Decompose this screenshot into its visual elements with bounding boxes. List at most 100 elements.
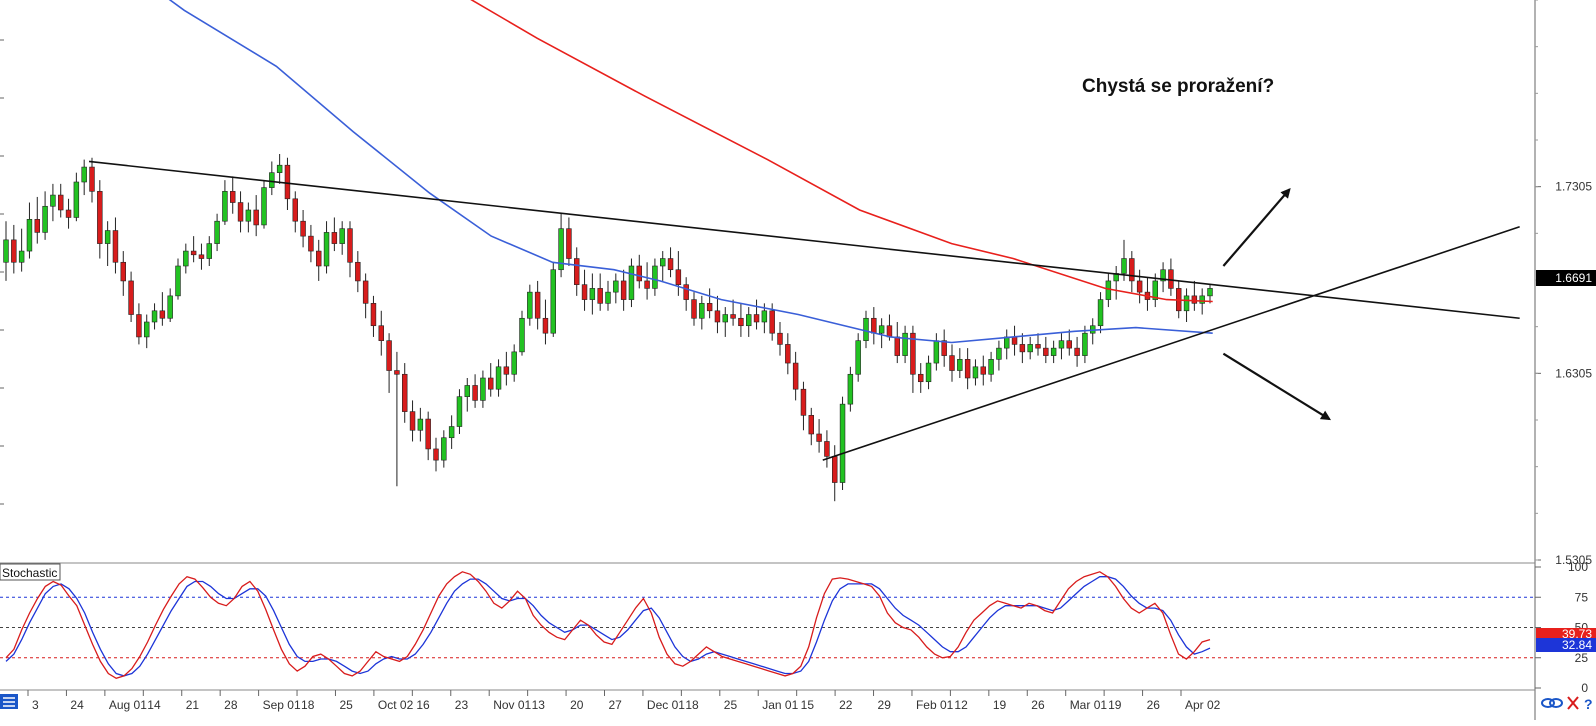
candle bbox=[97, 180, 103, 259]
candle-body-up bbox=[847, 373, 854, 405]
candle-body-down bbox=[644, 280, 650, 289]
x-tick-label: 19 bbox=[993, 698, 1007, 712]
candle-body-down bbox=[753, 314, 760, 323]
candle bbox=[355, 251, 361, 293]
candle-body-down bbox=[1043, 347, 1049, 356]
candle-body-up bbox=[746, 314, 752, 327]
candle-body-up bbox=[42, 205, 48, 233]
candle-body-up bbox=[464, 385, 470, 397]
stochastic-tick-label: 100 bbox=[1568, 560, 1588, 574]
candle-body-up bbox=[1199, 295, 1205, 304]
candle bbox=[276, 154, 283, 184]
candle bbox=[144, 314, 150, 349]
candle bbox=[370, 295, 377, 337]
candle-body-down bbox=[597, 288, 603, 304]
candle bbox=[1113, 266, 1119, 300]
candle bbox=[425, 411, 431, 461]
candle bbox=[605, 280, 611, 311]
candle bbox=[104, 221, 111, 266]
candle bbox=[159, 292, 166, 326]
candle bbox=[362, 273, 369, 319]
candle-body-down bbox=[159, 310, 166, 319]
candle-body-down bbox=[675, 269, 682, 285]
candle bbox=[417, 407, 424, 442]
candle bbox=[824, 430, 830, 468]
candle bbox=[558, 213, 564, 278]
candle bbox=[222, 180, 228, 225]
candle-body-up bbox=[628, 265, 635, 300]
candle bbox=[1050, 340, 1057, 364]
candle-body-up bbox=[878, 325, 885, 334]
candle-body-up bbox=[456, 396, 463, 427]
list-icon[interactable] bbox=[0, 694, 18, 709]
candle bbox=[964, 348, 971, 390]
candle-body-up bbox=[1004, 336, 1010, 349]
candle bbox=[753, 299, 760, 330]
candle-body-down bbox=[230, 191, 236, 203]
candle bbox=[128, 271, 134, 322]
candle-body-down bbox=[1035, 344, 1041, 349]
candle-body-down bbox=[800, 388, 807, 416]
moving-average-blue bbox=[168, 0, 1213, 344]
candle-body-up bbox=[167, 295, 173, 319]
candle bbox=[378, 310, 384, 356]
candle-body-down bbox=[808, 415, 814, 435]
candle-body-up bbox=[1207, 288, 1213, 297]
x-tick-label: 22 bbox=[839, 698, 853, 712]
support-trendline bbox=[822, 226, 1520, 461]
link-icon[interactable] bbox=[1541, 698, 1563, 708]
candle bbox=[261, 180, 267, 229]
candle bbox=[918, 363, 924, 393]
candle-body-down bbox=[871, 317, 877, 334]
arrow-up bbox=[1222, 187, 1291, 267]
settings-icon[interactable] bbox=[1567, 696, 1579, 710]
candle-body-down bbox=[136, 314, 142, 338]
candle-body-down bbox=[1129, 258, 1135, 282]
candle bbox=[972, 359, 979, 386]
current-price-value: 1.6691 bbox=[1555, 271, 1592, 285]
candle-body-up bbox=[988, 359, 994, 375]
candle bbox=[519, 310, 525, 356]
candle-body-down bbox=[284, 164, 291, 200]
candle bbox=[50, 183, 56, 222]
candle bbox=[3, 221, 9, 281]
candle-body-down bbox=[824, 441, 830, 457]
candle-body-up bbox=[339, 228, 345, 244]
candle-body-up bbox=[214, 220, 220, 244]
candle-body-up bbox=[863, 317, 869, 341]
candle bbox=[738, 303, 744, 337]
candle bbox=[448, 415, 455, 449]
x-tick-label: 3 bbox=[32, 698, 39, 712]
candle bbox=[636, 254, 642, 289]
x-tick-label: Apr 02 bbox=[1185, 698, 1221, 712]
candle bbox=[746, 307, 752, 337]
arrow-down bbox=[1222, 352, 1332, 421]
candle-body-up bbox=[73, 181, 80, 218]
candle-body-down bbox=[574, 258, 580, 285]
candle-body-up bbox=[972, 366, 979, 379]
help-icon[interactable]: ? bbox=[1584, 696, 1593, 712]
candle-body-up bbox=[933, 340, 940, 364]
candle-body-down bbox=[1019, 344, 1026, 353]
candle bbox=[441, 430, 447, 468]
candle-body-down bbox=[964, 359, 971, 379]
candle bbox=[996, 340, 1002, 371]
candle bbox=[112, 217, 119, 274]
candle bbox=[652, 258, 658, 296]
candle bbox=[925, 355, 932, 390]
candle-body-down bbox=[120, 261, 126, 282]
candle-body-down bbox=[112, 230, 119, 263]
stochastic-label: Stochastic bbox=[0, 563, 61, 581]
candle-body-up bbox=[527, 291, 533, 319]
candle-body-down bbox=[949, 355, 955, 371]
candle-body-up bbox=[206, 243, 212, 259]
candle bbox=[347, 221, 353, 278]
candle bbox=[331, 217, 338, 252]
stochastic-label-text: Stochastic bbox=[2, 566, 57, 580]
candle-body-up bbox=[104, 230, 111, 244]
candle-body-up bbox=[855, 340, 861, 375]
candle bbox=[1058, 333, 1065, 360]
candle bbox=[402, 363, 408, 423]
x-tick-label: 27 bbox=[609, 698, 623, 712]
